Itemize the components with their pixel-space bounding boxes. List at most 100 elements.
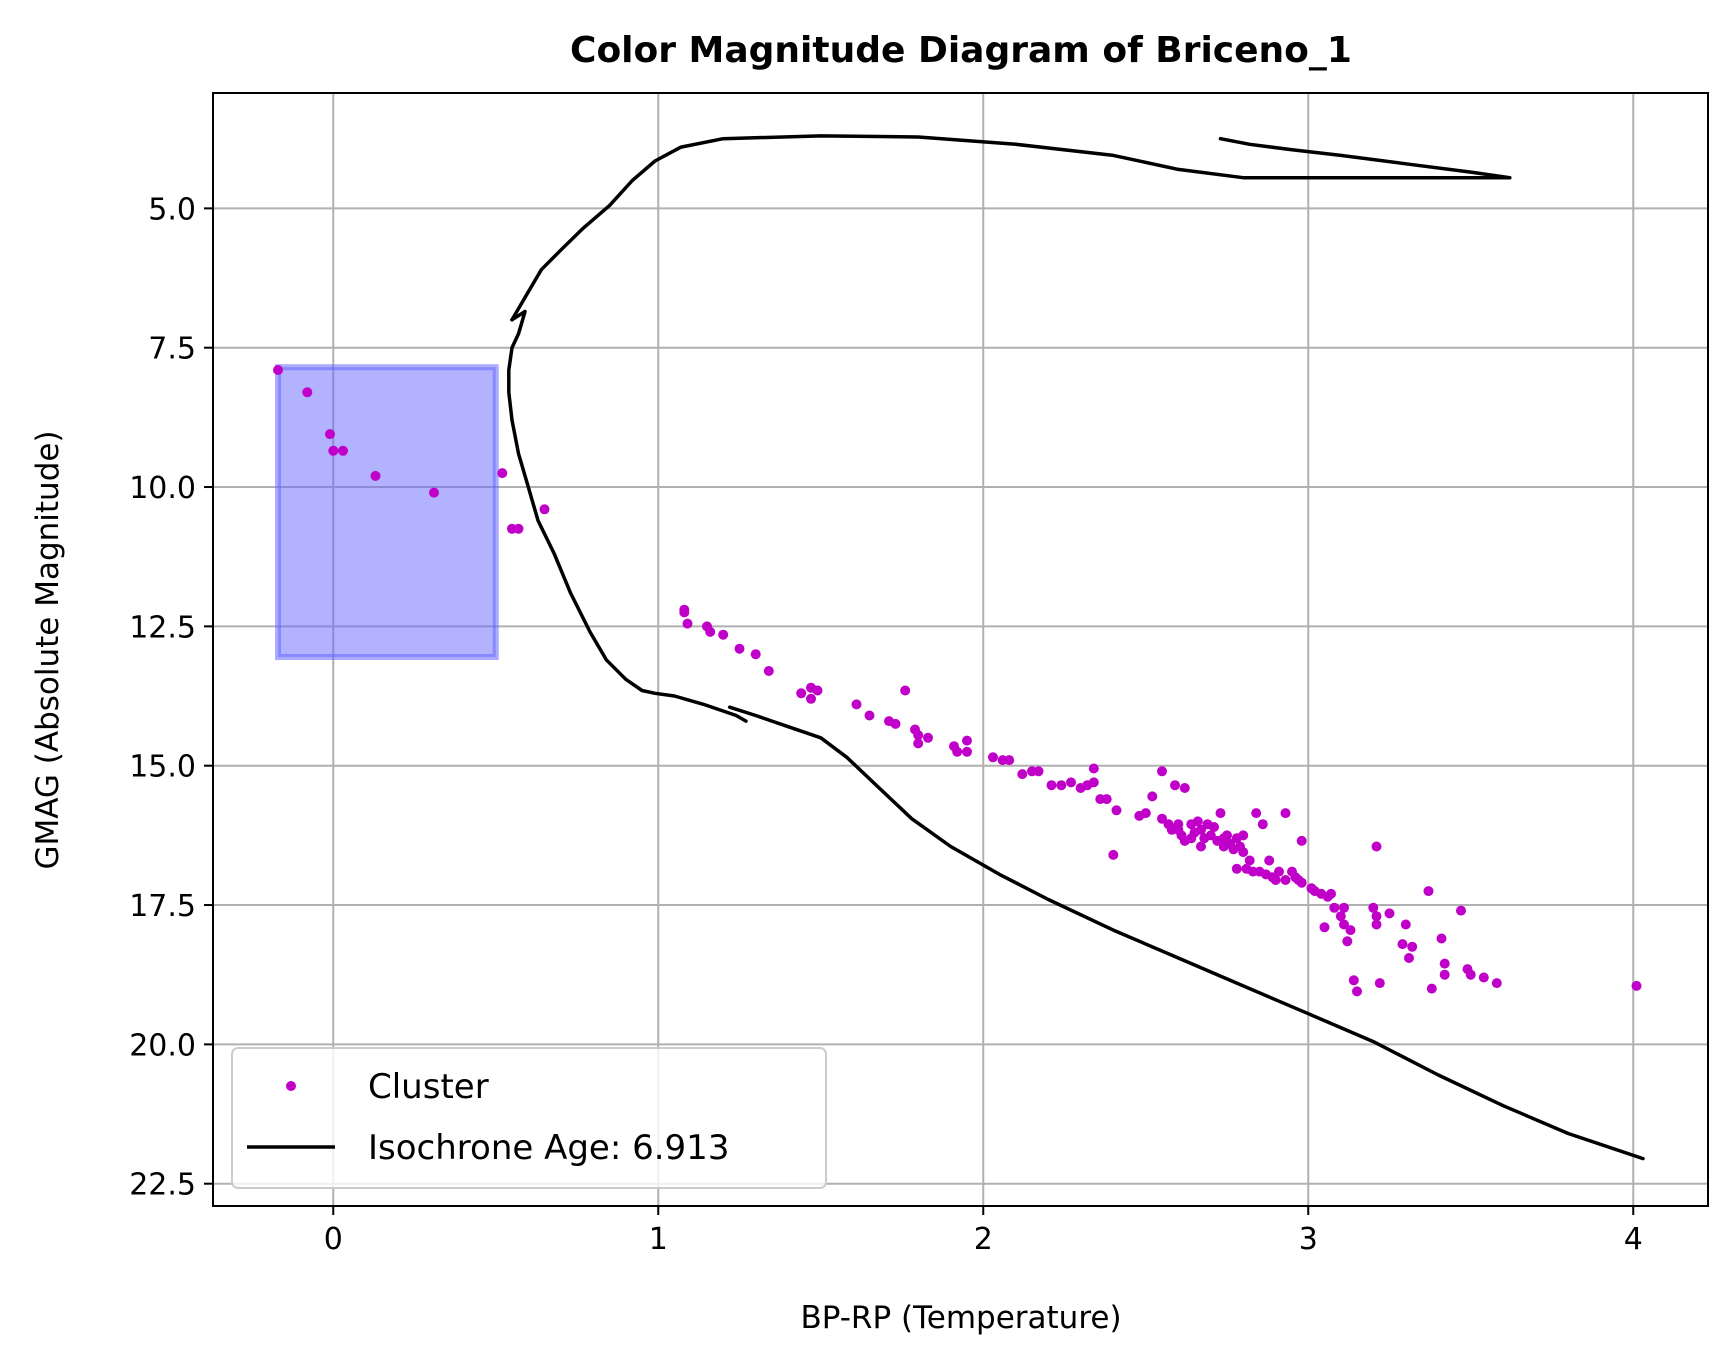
isochrone-line-segment-0 — [507, 309, 748, 723]
cluster-point — [1056, 780, 1067, 791]
x-tick-label: 3 — [1299, 1222, 1318, 1257]
cluster-point — [900, 685, 911, 696]
x-tick-label: 4 — [1624, 1222, 1643, 1257]
cluster-point — [1231, 863, 1242, 874]
legend-label-cluster: Cluster — [368, 1067, 489, 1107]
cluster-point — [1478, 972, 1489, 983]
cluster-point — [1491, 978, 1502, 989]
cluster-point — [806, 693, 816, 704]
cluster-point — [682, 618, 693, 629]
point-layer — [273, 365, 1642, 997]
cluster-point — [913, 738, 924, 749]
cluster-point — [1066, 777, 1076, 788]
y-tick-label: 10.0 — [129, 471, 196, 506]
cluster-point — [1108, 849, 1119, 860]
cluster-point — [851, 699, 862, 710]
cluster-point — [962, 746, 972, 757]
cluster-point — [1222, 830, 1232, 841]
cluster-point — [923, 732, 933, 743]
cluster-point — [328, 445, 339, 456]
legend-box — [231, 1047, 827, 1189]
cluster-point — [952, 746, 963, 757]
cluster-point — [273, 365, 283, 375]
cluster-point — [1426, 983, 1437, 994]
cluster-point — [370, 470, 381, 481]
tick-layer: 0 1 2 3 4 5.0 7.5 10.0 12.5 15.0 17.5 20.0 22.5 — [129, 192, 1643, 1257]
cluster-point — [1196, 824, 1206, 835]
x-tick-label: 0 — [324, 1222, 343, 1257]
cluster-point — [1404, 953, 1414, 963]
cluster-point — [796, 688, 807, 699]
cluster-point — [864, 710, 875, 721]
cluster-point — [1371, 911, 1382, 922]
cluster-point — [1264, 855, 1275, 866]
cluster-point — [1339, 902, 1349, 913]
cluster-point — [1342, 936, 1353, 947]
cluster-point — [1179, 783, 1190, 793]
y-axis-label: GMAG (Absolute Magnitude) — [30, 430, 66, 869]
cluster-point — [1631, 980, 1642, 991]
y-tick-label: 20.0 — [129, 1028, 196, 1063]
cluster-point — [679, 607, 690, 618]
cluster-point — [513, 523, 524, 534]
cluster-point — [1101, 794, 1112, 805]
y-tick-label: 17.5 — [129, 889, 196, 924]
line-layer — [507, 134, 1645, 1161]
legend-label-isochrone: Isochrone Age: 6.913 — [368, 1128, 729, 1168]
cluster-point — [1423, 886, 1434, 897]
cluster-point — [1209, 822, 1219, 832]
cluster-point — [1339, 919, 1349, 930]
cluster-point — [1280, 808, 1291, 819]
cluster-point — [1238, 847, 1249, 858]
cluster-point — [1400, 919, 1411, 930]
cluster-point — [1157, 766, 1167, 777]
cluster-point — [812, 685, 823, 696]
cluster-point — [1274, 866, 1284, 877]
cluster-point — [429, 487, 439, 498]
cluster-point — [1280, 875, 1291, 885]
cluster-point — [497, 468, 508, 479]
plot-frame — [212, 92, 1709, 1207]
cluster-point — [1439, 958, 1450, 969]
cluster-point — [1251, 808, 1262, 819]
cluster-point — [1170, 780, 1180, 791]
region-layer — [275, 364, 499, 661]
cluster-point — [539, 504, 550, 515]
x-tick-label: 2 — [974, 1222, 993, 1257]
cluster-point — [1371, 919, 1382, 930]
cluster-point — [1319, 922, 1330, 933]
cluster-point — [750, 649, 761, 660]
cluster-point — [1348, 975, 1359, 986]
legend-marker-cluster — [286, 1081, 296, 1091]
cluster-point — [1033, 766, 1044, 777]
cluster-point — [1329, 902, 1340, 913]
cluster-point — [705, 626, 716, 637]
y-tick-label: 12.5 — [129, 610, 196, 645]
cluster-point — [1140, 808, 1151, 819]
cluster-point — [1465, 969, 1476, 980]
chart-title: Color Magnitude Diagram of Briceno_1 — [570, 30, 1352, 71]
cluster-point — [718, 629, 729, 640]
y-tick-label: 15.0 — [129, 750, 196, 785]
cluster-point — [763, 666, 774, 676]
cluster-point — [1111, 805, 1122, 816]
cluster-point — [1335, 911, 1346, 922]
cluster-point — [1368, 902, 1379, 913]
cluster-point — [1384, 908, 1395, 919]
legend: Cluster Isochrone Age: 6.913 — [231, 1047, 827, 1189]
cluster-point — [1088, 763, 1099, 774]
x-axis-label: BP-RP (Temperature) — [800, 1300, 1121, 1336]
cluster-point — [890, 718, 901, 729]
x-tick-label: 1 — [649, 1222, 668, 1257]
cluster-point — [1046, 780, 1057, 791]
isochrone-line-segment-2 — [510, 134, 1512, 322]
cluster-point — [1088, 777, 1099, 788]
cluster-point — [1192, 816, 1203, 827]
cluster-point — [1215, 808, 1226, 819]
cluster-point — [1439, 969, 1450, 980]
y-tick-label: 7.5 — [148, 332, 196, 367]
cluster-point — [1345, 925, 1356, 936]
cluster-point — [1017, 769, 1028, 780]
cluster-point — [913, 730, 924, 741]
